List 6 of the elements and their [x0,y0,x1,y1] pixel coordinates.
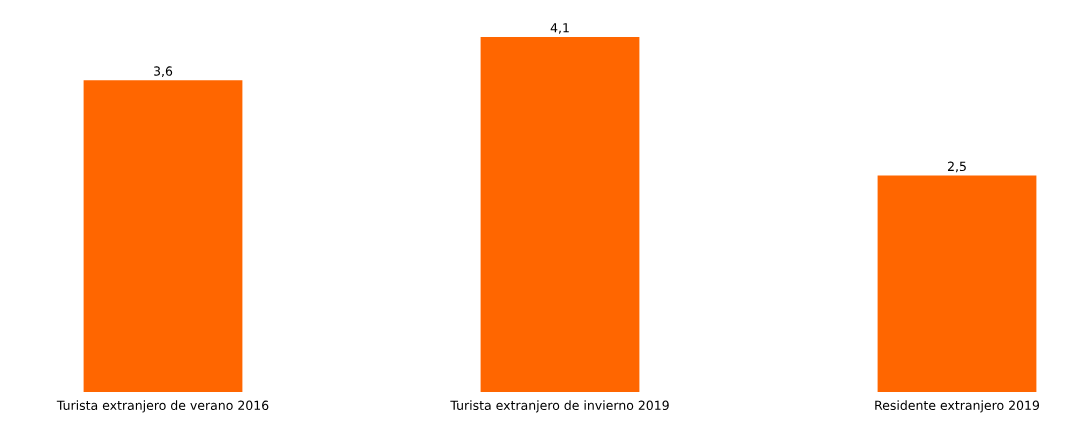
data-label: 2,5 [947,161,966,173]
x-tick-label: Residente extranjero 2019 [875,400,1040,413]
x-tick-label: Turista extranjero de verano 2016 [56,400,269,413]
data-label: 3,6 [154,66,173,78]
data-label: 4,1 [550,23,569,34]
x-tick-label: Turista extranjero de invierno 2019 [450,400,669,413]
